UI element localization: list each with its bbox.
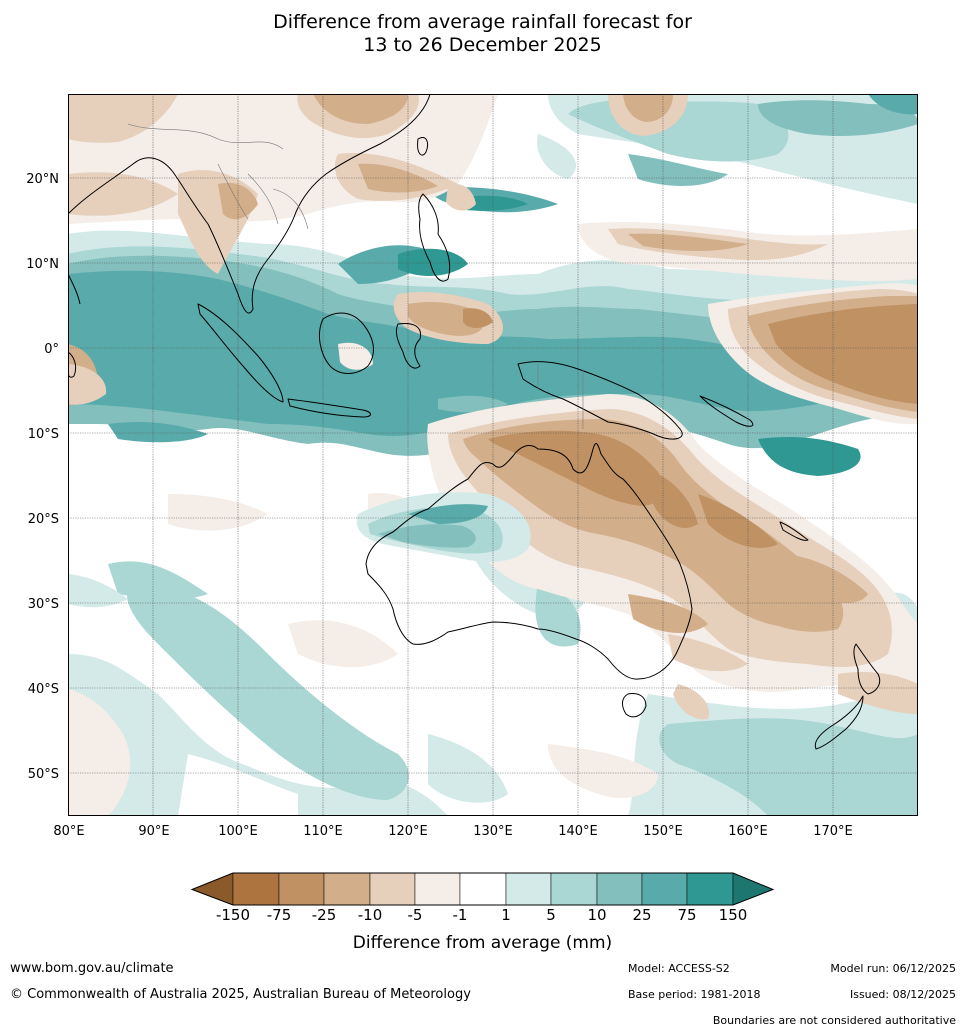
new-zealand-north-coastline bbox=[853, 643, 881, 695]
sulawesi-coastline bbox=[395, 323, 422, 369]
lon-label-110e: 110°E bbox=[303, 824, 343, 839]
colorbar-swatch-1 bbox=[232, 872, 280, 906]
colorbar-tick-label: 5 bbox=[546, 906, 556, 924]
new-guinea-coastline bbox=[517, 361, 683, 440]
colorbar-swatch-9 bbox=[596, 872, 643, 906]
lon-label-140e: 140°E bbox=[558, 824, 598, 839]
colorbar-swatch-3 bbox=[323, 872, 371, 906]
colorbar-tick-label: -1 bbox=[452, 906, 468, 924]
colorbar-swatch-8 bbox=[550, 872, 598, 906]
colorbar-swatch-5 bbox=[414, 872, 461, 906]
lat-label-20n: 20°N bbox=[26, 172, 59, 187]
australia-coastline bbox=[365, 443, 693, 680]
borneo-coastline bbox=[319, 312, 374, 374]
colorbar-tick-label: 25 bbox=[632, 906, 652, 924]
lon-label-80e: 80°E bbox=[53, 824, 85, 839]
map-frame bbox=[68, 94, 918, 816]
colorbar-swatch-6 bbox=[459, 872, 507, 906]
colorbar-tick-label: 1 bbox=[501, 906, 511, 924]
political-boundaries bbox=[127, 123, 584, 429]
australia-dry-region bbox=[427, 394, 918, 720]
colorbar-tick-label: -75 bbox=[266, 906, 292, 924]
footer-issued: Issued: 08/12/2025 bbox=[849, 988, 956, 1001]
colorbar-tick-label: -25 bbox=[311, 906, 337, 924]
title-line-1: Difference from average rainfall forecas… bbox=[273, 11, 692, 33]
lat-label-50s: 50°S bbox=[27, 767, 59, 782]
colorbar-swatch-7 bbox=[505, 872, 552, 906]
colorbar-swatch-2 bbox=[278, 872, 325, 906]
solomon-islands-coastline bbox=[699, 395, 754, 427]
lat-label-30s: 30°S bbox=[27, 597, 59, 612]
asia-mainland-coastline bbox=[68, 94, 431, 314]
lon-label-160e: 160°E bbox=[728, 824, 768, 839]
taiwan-coastline bbox=[417, 137, 429, 156]
lat-label-40s: 40°S bbox=[27, 682, 59, 697]
footer-copyright: © Commonwealth of Australia 2025, Austra… bbox=[10, 987, 471, 1002]
colorbar-tick-label: 75 bbox=[677, 906, 697, 924]
lon-label-130e: 130°E bbox=[473, 824, 513, 839]
colorbar-extend-low bbox=[191, 872, 234, 906]
philippines-coastline bbox=[418, 193, 451, 282]
new-caledonia-coastline bbox=[779, 521, 809, 541]
lat-label-20s: 20°S bbox=[27, 512, 59, 527]
chart-title: Difference from average rainfall forecas… bbox=[0, 11, 965, 57]
lon-label-90e: 90°E bbox=[138, 824, 170, 839]
colorbar-tick-label: 150 bbox=[718, 906, 748, 924]
lat-label-0: 0° bbox=[44, 342, 59, 357]
sumatra-coastline bbox=[197, 303, 284, 403]
title-line-2: 13 to 26 December 2025 bbox=[363, 34, 602, 56]
lon-label-170e: 170°E bbox=[813, 824, 853, 839]
lat-label-10s: 10°S bbox=[27, 427, 59, 442]
new-zealand-south-coastline bbox=[814, 695, 864, 750]
colorbar-swatch-11 bbox=[686, 872, 734, 906]
india-coastline bbox=[68, 273, 81, 305]
colorbar-swatch-10 bbox=[641, 872, 688, 906]
footer-model: Model: ACCESS-S2 bbox=[628, 962, 730, 975]
rainfall-anomaly-map bbox=[68, 94, 918, 816]
colorbar-tick-label: 10 bbox=[587, 906, 607, 924]
java-coastline bbox=[287, 398, 371, 418]
colorbar-swatch-4 bbox=[369, 872, 416, 906]
colorbar-tick-label: -10 bbox=[357, 906, 383, 924]
lat-label-10n: 10°N bbox=[26, 257, 59, 272]
map-gridlines bbox=[68, 94, 918, 816]
footer-boundaries-note: Boundaries are not considered authoritat… bbox=[712, 1014, 956, 1027]
lon-label-100e: 100°E bbox=[218, 824, 258, 839]
colorbar bbox=[190, 872, 775, 906]
colorbar-extend-high bbox=[732, 872, 774, 906]
lon-label-120e: 120°E bbox=[388, 824, 428, 839]
coastlines bbox=[68, 94, 881, 750]
footer-base-period: Base period: 1981-2018 bbox=[628, 988, 761, 1001]
footer-url-link[interactable]: www.bom.gov.au/climate bbox=[10, 961, 174, 976]
colorbar-outline bbox=[190, 872, 775, 906]
colorbar-tick-label: -5 bbox=[407, 906, 423, 924]
footer-model-run: Model run: 06/12/2025 bbox=[830, 962, 956, 975]
colorbar-tick-label: -150 bbox=[215, 906, 251, 924]
lon-label-150e: 150°E bbox=[643, 824, 683, 839]
colorbar-label: Difference from average (mm) bbox=[352, 933, 613, 953]
tasmania-coastline bbox=[622, 693, 647, 718]
